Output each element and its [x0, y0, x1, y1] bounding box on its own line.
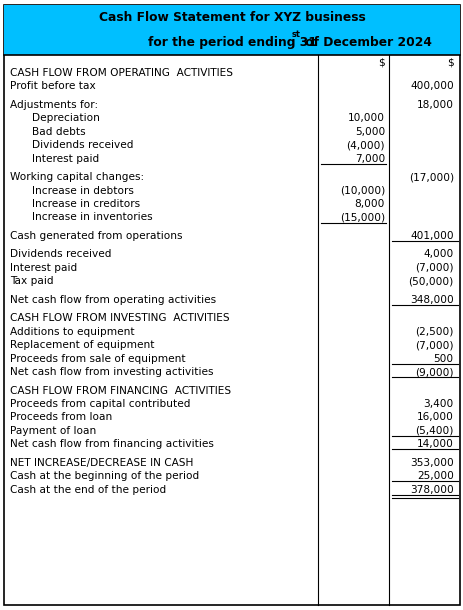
Text: Increase in debtors: Increase in debtors — [31, 185, 133, 196]
Text: 18,000: 18,000 — [416, 100, 453, 110]
Text: 4,000: 4,000 — [423, 249, 453, 259]
Text: Proceeds from sale of equipment: Proceeds from sale of equipment — [10, 354, 186, 364]
Text: Net cash flow from investing activities: Net cash flow from investing activities — [10, 367, 213, 377]
Text: Interest paid: Interest paid — [31, 154, 99, 163]
Text: Additions to equipment: Additions to equipment — [10, 327, 135, 337]
Text: 14,000: 14,000 — [416, 439, 453, 450]
Text: 7,000: 7,000 — [354, 154, 384, 163]
Text: Profit before tax: Profit before tax — [10, 82, 96, 92]
Text: 16,000: 16,000 — [416, 412, 453, 422]
Text: Cash Flow Statement for XYZ business: Cash Flow Statement for XYZ business — [99, 10, 364, 24]
Text: 353,000: 353,000 — [409, 458, 453, 468]
Text: (50,000): (50,000) — [407, 276, 453, 286]
Text: Dividends received: Dividends received — [31, 140, 133, 150]
Text: (7,000): (7,000) — [414, 263, 453, 273]
Text: for the period ending 31: for the period ending 31 — [147, 36, 316, 49]
Text: Payment of loan: Payment of loan — [10, 426, 96, 436]
Text: (2,500): (2,500) — [414, 327, 453, 337]
Text: Tax paid: Tax paid — [10, 276, 54, 286]
Text: Increase in inventories: Increase in inventories — [31, 212, 152, 223]
Text: Bad debts: Bad debts — [31, 127, 85, 137]
Text: Net cash flow from financing activities: Net cash flow from financing activities — [10, 439, 213, 450]
Text: st: st — [291, 30, 300, 39]
Text: 5,000: 5,000 — [354, 127, 384, 137]
Text: CASH FLOW FROM INVESTING  ACTIVITIES: CASH FLOW FROM INVESTING ACTIVITIES — [10, 314, 229, 323]
Text: (5,400): (5,400) — [414, 426, 453, 436]
Text: (15,000): (15,000) — [339, 212, 384, 223]
Text: CASH FLOW FROM OPERATING  ACTIVITIES: CASH FLOW FROM OPERATING ACTIVITIES — [10, 68, 233, 78]
Text: (9,000): (9,000) — [414, 367, 453, 377]
Text: Dividends received: Dividends received — [10, 249, 112, 259]
Text: Depreciation: Depreciation — [31, 113, 99, 123]
Text: 378,000: 378,000 — [409, 484, 453, 495]
Text: of December 2024: of December 2024 — [300, 36, 431, 49]
Text: 8,000: 8,000 — [354, 199, 384, 209]
Text: (7,000): (7,000) — [414, 340, 453, 350]
Text: Net cash flow from operating activities: Net cash flow from operating activities — [10, 295, 216, 305]
Text: $: $ — [446, 58, 453, 68]
Text: (4,000): (4,000) — [346, 140, 384, 150]
Text: Working capital changes:: Working capital changes: — [10, 172, 144, 182]
Text: Interest paid: Interest paid — [10, 263, 77, 273]
Text: (10,000): (10,000) — [339, 185, 384, 196]
Text: NET INCREASE/DECREASE IN CASH: NET INCREASE/DECREASE IN CASH — [10, 458, 193, 468]
Text: 348,000: 348,000 — [409, 295, 453, 305]
Bar — [4, 5, 459, 55]
Text: CASH FLOW FROM FINANCING  ACTIVITIES: CASH FLOW FROM FINANCING ACTIVITIES — [10, 386, 231, 395]
Text: Cash at the end of the period: Cash at the end of the period — [10, 484, 166, 495]
Text: Cash at the beginning of the period: Cash at the beginning of the period — [10, 471, 199, 481]
Text: 3,400: 3,400 — [423, 399, 453, 409]
Text: Cash generated from operations: Cash generated from operations — [10, 231, 182, 241]
Text: 25,000: 25,000 — [416, 471, 453, 481]
Text: $: $ — [377, 58, 384, 68]
Text: Increase in creditors: Increase in creditors — [31, 199, 139, 209]
Text: Adjustments for:: Adjustments for: — [10, 100, 98, 110]
Text: Proceeds from loan: Proceeds from loan — [10, 412, 112, 422]
Text: 401,000: 401,000 — [409, 231, 453, 241]
Text: (17,000): (17,000) — [408, 172, 453, 182]
Text: Proceeds from capital contributed: Proceeds from capital contributed — [10, 399, 190, 409]
Text: 10,000: 10,000 — [347, 113, 384, 123]
Text: Replacement of equipment: Replacement of equipment — [10, 340, 154, 350]
Text: 400,000: 400,000 — [409, 82, 453, 92]
Text: 500: 500 — [433, 354, 453, 364]
